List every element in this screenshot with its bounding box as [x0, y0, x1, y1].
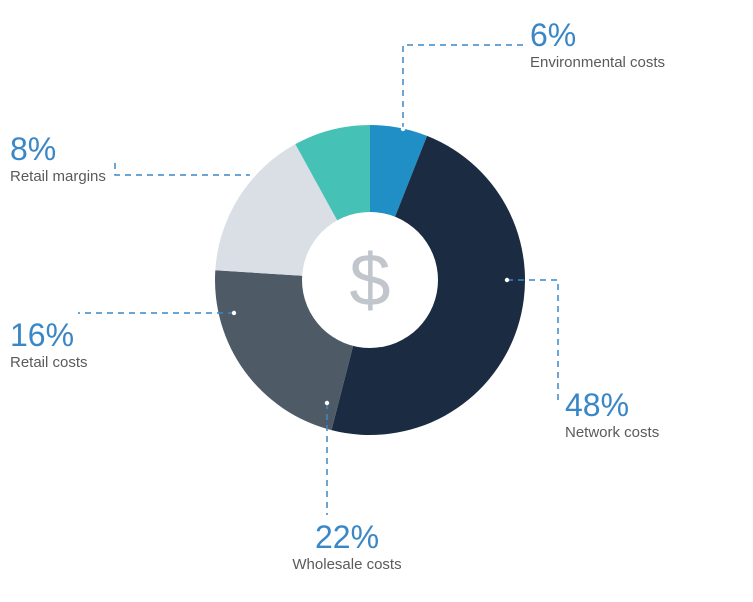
slice-label: 22% Wholesale costs [272, 520, 422, 574]
leader-dot [401, 127, 405, 131]
slice-label: 48% Network costs [565, 388, 659, 442]
slice-percent: 48% [565, 388, 659, 423]
dollar-icon: $ [349, 239, 390, 322]
slice-percent: 16% [10, 318, 88, 353]
slice-caption: Wholesale costs [272, 557, 422, 574]
leader-dot [505, 278, 509, 282]
leader-dot [232, 311, 236, 315]
slice-label: 16% Retail costs [10, 318, 88, 372]
donut-chart: $ 6% Environmental costs 48% Network costs 2… [0, 0, 753, 602]
slice-caption: Retail costs [10, 355, 88, 372]
leader-dot [325, 401, 329, 405]
leader-dot [250, 173, 254, 177]
slice-label: 6% Environmental costs [530, 18, 665, 72]
slice-caption: Network costs [565, 425, 659, 442]
slice-label: 8% Retail margins [10, 132, 106, 186]
slice-percent: 8% [10, 132, 106, 167]
leader-line [115, 158, 252, 175]
leader-line [403, 45, 523, 129]
slice-percent: 6% [530, 18, 665, 53]
slice-caption: Environmental costs [530, 55, 665, 72]
slice-caption: Retail margins [10, 169, 106, 186]
slice-percent: 22% [272, 520, 422, 555]
